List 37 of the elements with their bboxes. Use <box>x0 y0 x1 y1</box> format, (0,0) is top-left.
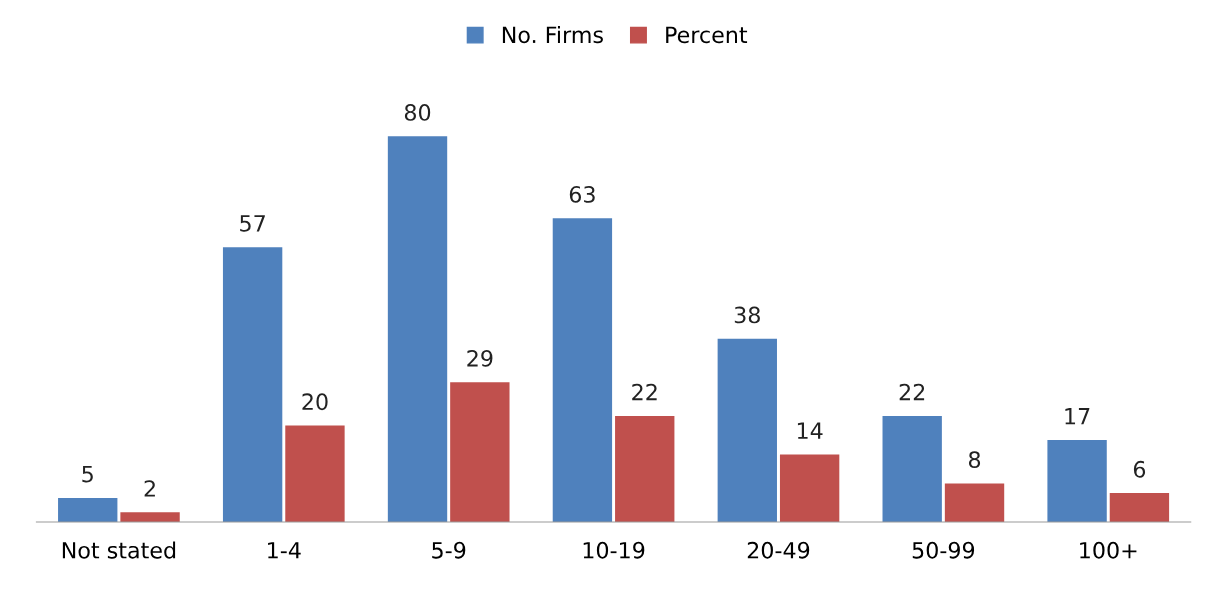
x-tick-label: Not stated <box>62 541 176 559</box>
data-label: 20 <box>302 393 328 411</box>
bar <box>717 338 777 522</box>
bar <box>1047 440 1107 522</box>
bar <box>58 497 118 522</box>
data-label: 5 <box>82 465 93 483</box>
data-label: 57 <box>240 215 265 232</box>
data-label: 22 <box>632 383 657 401</box>
bar <box>120 512 180 522</box>
bar <box>222 247 283 522</box>
data-label: 38 <box>734 306 760 324</box>
legend-label: No. Firms <box>502 26 603 44</box>
data-label: 63 <box>569 186 595 203</box>
data-label: 2 <box>144 480 155 497</box>
data-label: 14 <box>797 422 823 439</box>
bar <box>615 415 675 522</box>
data-label: 22 <box>899 383 925 401</box>
bar <box>882 415 942 522</box>
bar <box>450 382 510 522</box>
bar <box>779 454 840 522</box>
x-tick-label: 5-9 <box>432 541 466 559</box>
bar <box>1109 493 1170 522</box>
data-label: 80 <box>404 104 431 121</box>
x-tick-label: 100+ <box>1080 541 1137 559</box>
data-label: 6 <box>1133 460 1146 478</box>
data-label: 17 <box>1065 408 1090 425</box>
x-tick-label: 20-49 <box>747 541 810 559</box>
bar <box>944 483 1005 522</box>
x-tick-label: 1-4 <box>268 542 301 559</box>
bar <box>552 218 613 522</box>
x-tick-label: 10-19 <box>583 541 645 559</box>
bar <box>387 136 448 522</box>
data-label: 29 <box>467 349 493 367</box>
legend-label: Percent <box>666 26 748 44</box>
data-label: 8 <box>968 451 981 469</box>
x-tick-label: 50-99 <box>912 541 975 559</box>
bar <box>285 425 345 522</box>
